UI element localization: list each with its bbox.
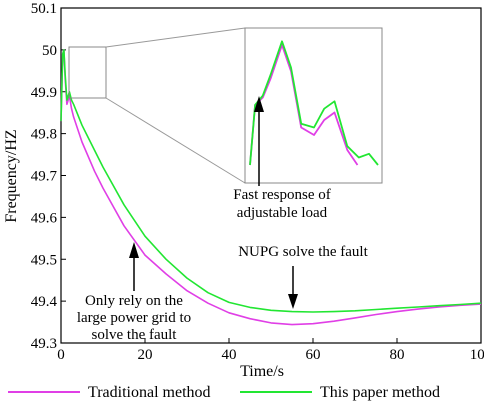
x-tick-label: 60 — [306, 347, 321, 363]
annotation-fast-response-line1: Fast response of — [233, 187, 331, 203]
x-tick-label: 100 — [470, 347, 484, 363]
annotation-large-grid-line1: Only rely on the — [85, 293, 183, 309]
x-axis-label: Time/s — [240, 363, 284, 380]
annotation-fast-response-arrowhead — [254, 96, 264, 112]
zoom-connector-top — [105, 27, 246, 48]
zoom-source-box — [68, 46, 107, 99]
inset-series — [249, 40, 379, 166]
y-axis-label: Frequency/HZ — [3, 129, 20, 222]
y-tick-label: 49.5 — [31, 252, 57, 268]
y-tick-label: 49.8 — [31, 127, 57, 143]
y-tick-label: 50 — [42, 43, 57, 59]
x-tick-label: 40 — [222, 347, 237, 363]
y-tick-label: 49.4 — [31, 294, 58, 310]
annotation-nupg-arrowhead — [288, 294, 298, 309]
x-tick-label: 0 — [57, 347, 65, 363]
legend-label-traditional: Traditional method — [88, 384, 211, 401]
annotation-fast-response-line2: adjustable load — [237, 205, 328, 221]
annotation-large-grid-line2: large power grid to — [77, 310, 191, 326]
x-tick-label: 80 — [390, 347, 405, 363]
y-tick-label: 49.6 — [31, 210, 58, 226]
y-tick-label: 49.3 — [31, 336, 57, 352]
inset-frame — [244, 27, 383, 184]
y-tick-label: 50.1 — [31, 1, 57, 17]
zoom-connector-bottom — [105, 97, 246, 184]
legend-label-this-paper: This paper method — [320, 384, 440, 401]
y-tick-label: 49.7 — [31, 169, 58, 185]
annotation-nupg: NUPG solve the fault — [238, 244, 368, 260]
series-line-0 — [60, 49, 482, 326]
y-tick-label: 49.9 — [31, 85, 57, 101]
annotation-large-grid-arrowhead — [129, 242, 139, 258]
x-tick-label: 20 — [138, 347, 153, 363]
annotation-large-grid-line3: solve the fault — [92, 327, 178, 343]
inset-line-1 — [249, 40, 379, 166]
axis-ticks: 0 20 40 60 80 100 49.3 49.4 49.5 49.6 49.7 49.8 49.9… — [31, 1, 484, 363]
